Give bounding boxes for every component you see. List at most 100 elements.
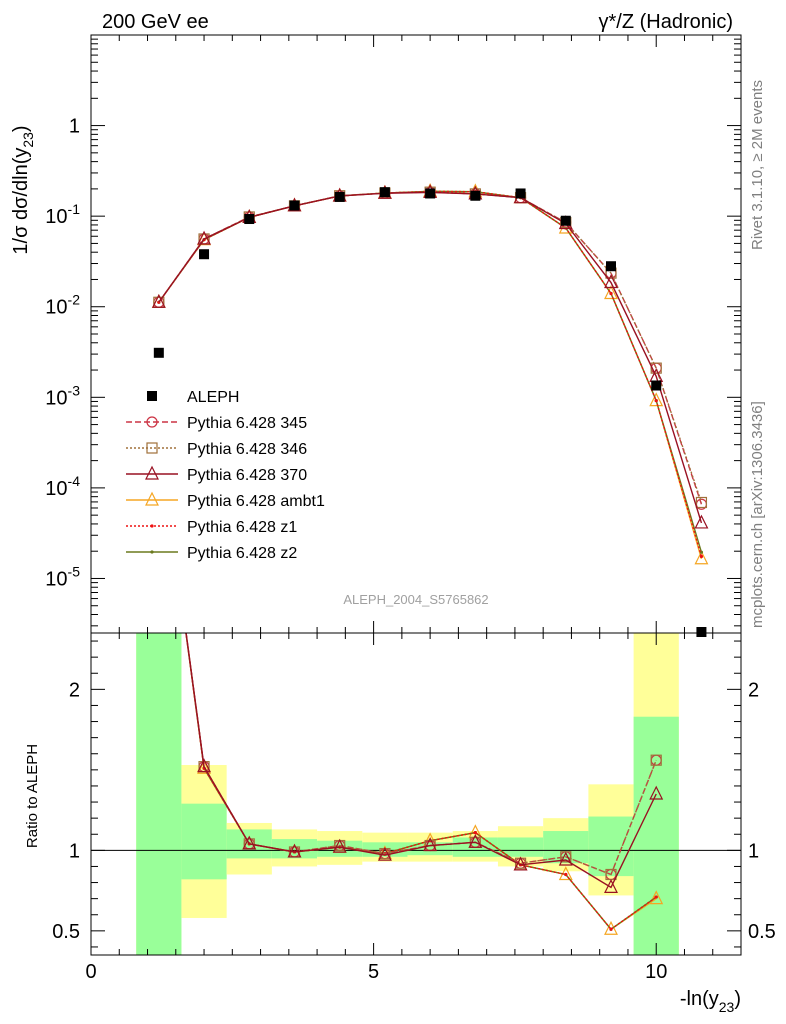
data-point <box>153 347 164 358</box>
data-point <box>515 188 526 199</box>
data-point <box>649 785 664 800</box>
data-point <box>242 835 257 850</box>
data-point <box>604 285 618 300</box>
data-point <box>197 230 212 245</box>
plot-frame <box>90 34 742 634</box>
data-point <box>695 496 708 509</box>
band-inner <box>543 831 589 864</box>
ratio-line <box>185 632 657 931</box>
legend-label: Pythia 6.428 ambt1 <box>187 493 325 510</box>
data-point <box>558 851 573 866</box>
data-point <box>147 391 157 401</box>
y-tick-label: 10-2 <box>45 292 80 319</box>
data-point <box>423 837 438 852</box>
data-point <box>145 491 159 506</box>
data-point <box>468 833 483 848</box>
data-point <box>604 274 618 289</box>
band-inner <box>633 716 679 955</box>
data-point <box>150 550 154 554</box>
data-point <box>425 188 436 199</box>
y-tick-label: 1 <box>69 116 80 138</box>
band-inner <box>317 840 363 857</box>
data-point <box>650 362 662 374</box>
legend-label: ALEPH <box>187 389 239 406</box>
data-point <box>560 215 571 226</box>
ratio-line <box>185 632 657 931</box>
data-point <box>377 846 392 861</box>
header-right: γ*/Z (Hadronic) <box>599 11 733 33</box>
legend-label: Pythia 6.428 346 <box>187 441 307 458</box>
main-plot: 10-5 10-4 10-3 10-2 10-1 1 1/σ dσ/dln(y23) <box>10 34 742 637</box>
legend-label: Pythia 6.428 z2 <box>187 545 297 562</box>
data-point <box>151 293 166 308</box>
data-point <box>694 550 709 565</box>
watermark: ALEPH_2004_S5765862 <box>343 592 488 607</box>
data-point <box>513 856 528 871</box>
y-tick-label: 10-3 <box>45 382 80 409</box>
y-tick-label-right: 2 <box>748 679 759 701</box>
data-point <box>604 879 618 893</box>
data-point <box>197 759 212 774</box>
data-point <box>197 758 212 773</box>
y-tick-label: 2 <box>69 679 80 701</box>
legend-label: Pythia 6.428 345 <box>187 415 307 432</box>
data-point <box>470 190 481 201</box>
ratio-plot: 0.5 0.5 1 1 2 2 0 5 10 Ratio to ALEPH -ln(y23) <box>24 632 776 1015</box>
data-point <box>654 398 658 403</box>
y-tick-label: 10-4 <box>45 473 80 500</box>
data-point <box>651 380 662 391</box>
data-point <box>473 831 477 835</box>
data-point <box>696 627 707 637</box>
data-point <box>289 200 300 211</box>
y-tick-label-right: 0.5 <box>748 921 776 943</box>
data-point <box>146 416 158 428</box>
x-tick-label: 10 <box>645 961 667 983</box>
data-point <box>145 465 159 480</box>
data-point <box>699 554 704 559</box>
ratio-line <box>185 632 657 931</box>
band-inner <box>271 839 318 859</box>
data-point <box>649 392 664 407</box>
y-tick-label: 1 <box>69 840 80 862</box>
data-point <box>649 890 664 905</box>
rivet-label: Rivet 3.1.10, ≥ 2M events <box>749 80 766 250</box>
data-point <box>199 249 210 260</box>
plot-frame <box>90 632 742 956</box>
band-inner <box>588 816 634 877</box>
data-point <box>287 843 302 858</box>
band-inner <box>136 633 182 955</box>
data-point <box>609 291 613 296</box>
y-tick-label: 0.5 <box>52 921 80 943</box>
ratio-axis-label: Ratio to ALEPH <box>24 744 41 848</box>
data-point <box>604 920 618 935</box>
ratio-line <box>185 632 657 889</box>
mcplots-label: mcplots.cern.ch [arXiv:1306.3436] <box>749 401 766 628</box>
y-axis-label: 1/σ dσ/dln(y23) <box>10 125 36 254</box>
data-point <box>244 214 255 225</box>
x-tick-label: 5 <box>368 961 379 983</box>
header-left: 200 GeV ee <box>102 11 209 33</box>
data-point <box>564 872 568 877</box>
legend: ALEPH Pythia 6.428 345 Pythia 6.428 346 Pyt… <box>126 389 325 562</box>
data-point <box>609 927 613 931</box>
data-point <box>654 895 658 899</box>
data-point <box>379 187 390 198</box>
legend-label: Pythia 6.428 370 <box>187 467 307 484</box>
x-axis-label: -ln(y23) <box>680 988 741 1015</box>
x-tick-label: 0 <box>85 961 96 983</box>
data-point <box>334 191 345 202</box>
y-tick-label: 10-1 <box>45 201 80 228</box>
y-tick-label-right: 1 <box>748 840 759 862</box>
y-tick-label: 10-5 <box>45 563 80 590</box>
data-point <box>146 442 158 454</box>
data-point <box>650 754 662 766</box>
data-point <box>150 524 154 528</box>
band-inner <box>181 803 227 880</box>
data-point <box>606 261 616 272</box>
band-inner <box>407 842 453 856</box>
data-point <box>694 514 709 529</box>
legend-label: Pythia 6.428 z1 <box>187 519 297 536</box>
data-point <box>332 838 347 853</box>
band-inner <box>497 837 544 857</box>
